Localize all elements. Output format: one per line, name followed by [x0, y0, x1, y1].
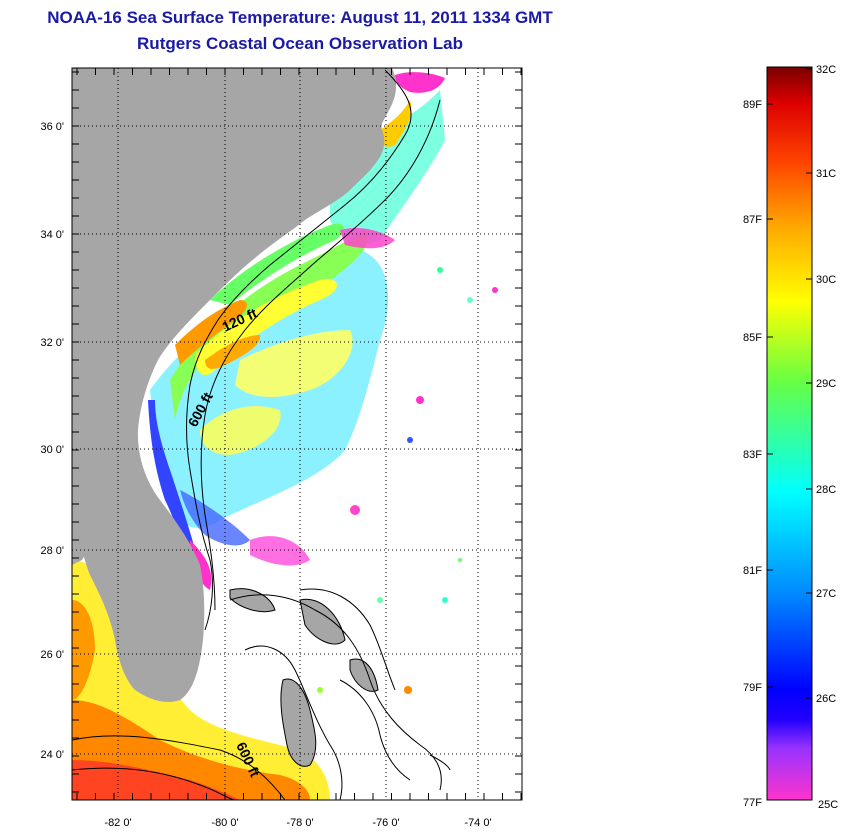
colorbar-label-c: 25C	[818, 799, 838, 811]
axis-ticks	[72, 68, 522, 800]
lon-tick-label: -80 0'	[211, 817, 238, 829]
colorbar-label-c: 26C	[816, 693, 836, 705]
colorbar-label-c: 28C	[816, 484, 836, 496]
lon-tick-label: -74 0'	[464, 817, 491, 829]
lat-tick-label: 24 0'	[40, 749, 64, 761]
colorbar-label-f: 87F	[743, 214, 762, 226]
map-frame	[71, 67, 523, 801]
colorbar-gradient	[766, 66, 813, 801]
lon-axis-labels: -82 0' -80 0' -78 0' -76 0' -74 0'	[104, 817, 491, 829]
lon-tick-label: -78 0'	[286, 817, 313, 829]
sst-swaths	[72, 72, 498, 800]
lat-tick-label: 36 0'	[40, 121, 64, 133]
colorbar-label-c: 27C	[816, 588, 836, 600]
map-body	[72, 68, 522, 800]
lat-tick-label: 34 0'	[40, 229, 64, 241]
map-title: NOAA-16 Sea Surface Temperature: August …	[47, 8, 553, 27]
bathymetry-contours	[72, 69, 451, 800]
graticule	[72, 68, 522, 800]
colorbar-label-f: 77F	[743, 797, 762, 809]
lat-tick-label: 28 0'	[40, 545, 64, 557]
colorbar-label-c: 29C	[816, 378, 836, 390]
lat-tick-label: 30 0'	[40, 444, 64, 456]
lat-axis-labels: 36 0' 34 0' 32 0' 30 0' 28 0' 26 0' 24 0…	[40, 121, 64, 761]
colorbar-label-c: 32C	[816, 64, 836, 76]
land-florida-west	[72, 490, 92, 565]
land-mass	[72, 68, 397, 702]
colorbar-label-f: 89F	[743, 99, 762, 111]
colorbar-label-f: 79F	[743, 682, 762, 694]
lat-tick-label: 26 0'	[40, 649, 64, 661]
colorbar-label-c: 31C	[816, 168, 836, 180]
lat-tick-label: 32 0'	[40, 337, 64, 349]
colorbar-label-c: 30C	[816, 274, 836, 286]
lon-tick-label: -82 0'	[104, 817, 131, 829]
colorbar: 32C 31C 30C 29C 28C 27C 26C 25C 89F 87F …	[743, 64, 838, 811]
map-subtitle: Rutgers Coastal Ocean Observation Lab	[137, 34, 463, 53]
colorbar-label-f: 83F	[743, 449, 762, 461]
colorbar-label-f: 81F	[743, 565, 762, 577]
lon-tick-label: -76 0'	[372, 817, 399, 829]
bahamas-andros	[280, 678, 317, 767]
colorbar-label-f: 85F	[743, 332, 762, 344]
